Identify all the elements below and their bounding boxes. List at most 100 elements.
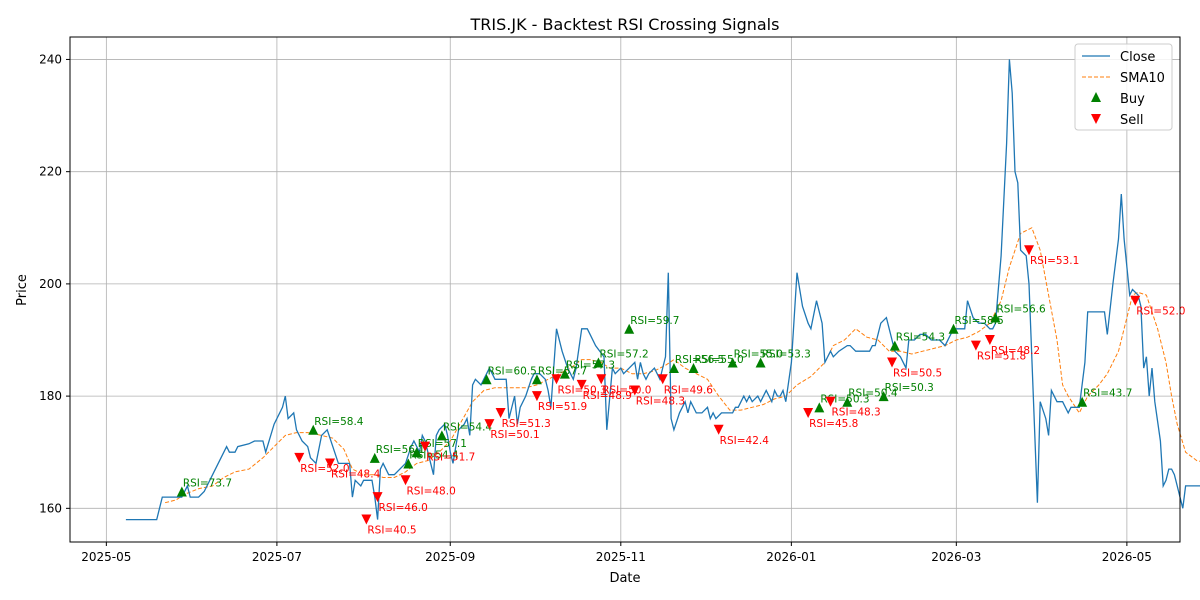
sell-marker: [325, 458, 336, 469]
x-tick-label: 2025-07: [252, 550, 302, 564]
buy-rsi-label: RSI=56.1: [376, 444, 425, 456]
y-tick-label: 200: [39, 277, 62, 291]
sell-marker: [484, 419, 495, 430]
sell-rsi-label: RSI=48.3: [832, 407, 881, 419]
buy-rsi-label: RSI=58.4: [314, 416, 364, 428]
legend-close-label: Close: [1120, 50, 1155, 65]
sell-rsi-label: RSI=40.5: [367, 525, 416, 537]
buy-rsi-label: RSI=50.3: [885, 382, 934, 394]
sell-rsi-label: RSI=50.5: [893, 367, 942, 379]
sell-marker: [887, 357, 898, 368]
y-tick-label: 160: [39, 501, 62, 515]
legend-buy-label: Buy: [1120, 92, 1145, 107]
buy-rsi-label: RSI=57.1: [418, 438, 467, 450]
signal-markers: RSI=73.7RSI=58.4RSI=56.1RSI=54.4RSI=57.1…: [176, 245, 1185, 537]
buy-marker: [436, 430, 447, 441]
legend-sell-label: Sell: [1120, 113, 1143, 128]
legend-buy-marker: [1091, 92, 1101, 102]
buy-rsi-label: RSI=54.4: [409, 449, 459, 461]
sell-rsi-label: RSI=51.8: [977, 351, 1026, 363]
legend: Close SMA10 Buy Sell: [1074, 43, 1173, 131]
sell-marker: [984, 335, 995, 345]
buy-marker: [878, 391, 889, 402]
buy-rsi-label: RSI=57.7: [538, 365, 587, 377]
buy-marker: [481, 374, 492, 385]
sell-marker: [495, 407, 506, 418]
buy-rsi-label: RSI=59.7: [630, 315, 679, 327]
buy-rsi-label: RSI=56.6: [996, 304, 1046, 316]
sell-marker: [531, 391, 542, 402]
buy-marker: [176, 486, 187, 497]
sell-rsi-label: RSI=46.0: [379, 502, 428, 514]
sell-rsi-label: RSI=52.0: [300, 463, 349, 475]
legend-box: [1074, 43, 1173, 131]
sell-rsi-label: RSI=51.7: [426, 452, 475, 464]
buy-marker: [688, 363, 699, 374]
sell-marker: [576, 379, 587, 390]
x-tick-label: 2025-09: [425, 550, 475, 564]
sell-rsi-label: RSI=48.9: [583, 390, 632, 402]
buy-marker: [593, 357, 604, 368]
sell-marker: [294, 452, 305, 463]
chart-title: TRIS.JK - Backtest RSI Crossing Signals: [470, 15, 780, 34]
buy-marker: [990, 312, 1001, 323]
sell-rsi-label: RSI=51.3: [502, 418, 551, 430]
sell-rsi-label: RSI=48.2: [991, 345, 1040, 357]
x-tick-label: 2025-11: [596, 550, 646, 564]
y-tick-label: 220: [39, 165, 62, 179]
sell-rsi-label: RSI=51.9: [538, 401, 587, 413]
x-tick-label: 2026-05: [1102, 550, 1152, 564]
sell-marker: [596, 374, 607, 385]
sell-marker: [825, 396, 836, 407]
grid-lines: [70, 37, 1180, 542]
x-tick-label: 2026-01: [766, 550, 816, 564]
buy-marker: [308, 424, 319, 435]
buy-marker: [559, 368, 570, 379]
buy-marker: [842, 396, 853, 407]
buy-rsi-label: RSI=43.7: [1083, 388, 1132, 400]
buy-marker: [948, 323, 959, 334]
sell-rsi-label: RSI=50.0: [602, 384, 651, 396]
buy-marker: [889, 340, 900, 351]
legend-sell-marker: [1091, 114, 1101, 124]
buy-rsi-label: RSI=54.4: [443, 421, 493, 433]
sell-marker: [657, 374, 668, 385]
buy-rsi-label: RSI=73.7: [183, 478, 232, 490]
plot-frame: [69, 36, 1181, 543]
sell-rsi-label: RSI=45.8: [809, 418, 858, 430]
sell-marker: [420, 441, 431, 452]
sell-marker: [361, 514, 372, 525]
y-axis-ticks: 160 180 200 220 240: [39, 52, 70, 515]
buy-rsi-label: RSI=54.3: [896, 332, 945, 344]
close-line: [125, 59, 1200, 521]
buy-marker: [403, 458, 414, 469]
sell-rsi-label: RSI=53.1: [1030, 255, 1079, 267]
sell-marker: [551, 374, 562, 385]
sell-marker: [400, 475, 411, 486]
sell-marker: [629, 385, 640, 396]
sell-marker: [970, 340, 981, 351]
sell-rsi-label: RSI=48.3: [636, 396, 685, 408]
sell-rsi-label: RSI=49.6: [664, 384, 714, 396]
sell-rsi-label: RSI=52.0: [1136, 306, 1185, 318]
buy-marker: [369, 452, 380, 463]
sell-marker: [713, 424, 724, 435]
sell-marker: [803, 407, 814, 418]
sell-rsi-label: RSI=48.0: [407, 485, 456, 497]
sell-marker: [372, 492, 383, 503]
buy-marker: [814, 402, 825, 413]
buy-marker: [531, 374, 542, 385]
x-axis-label: Date: [609, 571, 640, 586]
sell-rsi-label: RSI=48.4: [331, 468, 381, 480]
y-axis-label: Price: [15, 274, 30, 306]
sell-rsi-label: RSI=42.4: [720, 435, 770, 447]
buy-rsi-label: RSI=56.5: [675, 354, 724, 366]
x-axis-ticks: 2025-05 2025-07 2025-09 2025-11 2026-01 2026-…: [81, 542, 1152, 564]
buy-rsi-label: RSI=57.2: [599, 348, 648, 360]
buy-rsi-label: RSI=60.5: [488, 365, 537, 377]
x-tick-label: 2026-03: [931, 550, 981, 564]
sell-marker: [1130, 295, 1141, 306]
x-tick-label: 2025-05: [81, 550, 131, 564]
